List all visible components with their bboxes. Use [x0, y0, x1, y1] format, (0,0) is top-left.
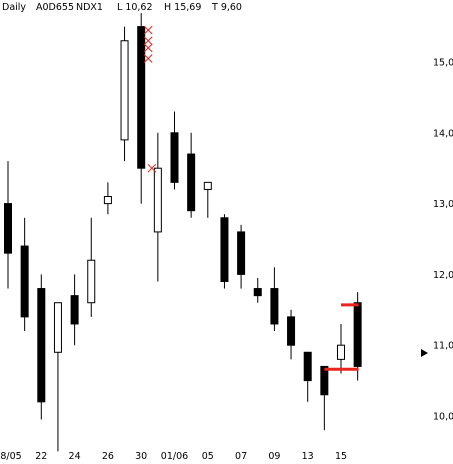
candle — [170, 111, 179, 190]
x-tick-label: 07 — [235, 451, 247, 462]
candle — [237, 224, 246, 289]
candle-body-up — [203, 181, 212, 190]
candle-body-down — [303, 351, 312, 382]
candle — [103, 182, 112, 215]
x-marker-icon — [143, 54, 153, 63]
x-marker-stroke — [143, 25, 153, 35]
x-tick-label: 30 — [135, 451, 147, 462]
candle — [320, 365, 329, 431]
index-label: NDX1 — [76, 2, 103, 13]
chart-header: Daily A0D655 NDX1 L 10,62 H 15,69 T 9,60 — [2, 2, 242, 13]
y-axis: 15,0 14,0 13,0 12,0 11,0 10,0 — [433, 58, 453, 423]
candle-body-down — [220, 217, 229, 282]
x-tick-label: 05 — [202, 451, 214, 462]
candle — [270, 267, 279, 332]
candle-body-down — [20, 245, 29, 318]
x-tick-label: 15 — [335, 451, 347, 462]
candle-body-up — [120, 40, 129, 141]
x-marker-stroke — [147, 163, 157, 173]
y-tick-label: 13,0 — [433, 199, 453, 210]
candle-body-down — [4, 203, 12, 254]
candle-body-down — [320, 365, 329, 396]
x-marker-icon — [143, 36, 153, 46]
candle — [20, 217, 29, 332]
candle-body-down — [70, 295, 79, 325]
candle — [153, 132, 162, 282]
high-label: H 15,69 — [164, 2, 201, 13]
x-tick-label: 13 — [302, 451, 314, 462]
candle — [337, 323, 345, 374]
candle — [70, 274, 79, 346]
candle — [4, 161, 12, 289]
candle — [253, 277, 262, 303]
y-tick-label: 11,0 — [433, 341, 453, 352]
x-tick-label: 26 — [102, 451, 114, 462]
last-label: T 9,60 — [211, 2, 242, 13]
x-tick-label: 24 — [69, 451, 81, 462]
candle-body-up — [337, 344, 345, 360]
last-price-pointer-icon — [421, 349, 428, 357]
candle — [353, 292, 362, 381]
candle-body-down — [170, 132, 179, 183]
x-marker-icon — [143, 25, 153, 35]
period-label: Daily — [2, 2, 26, 13]
candle — [87, 217, 96, 317]
y-tick-label: 10,0 — [433, 412, 453, 423]
x-tick-label: 01/06 — [161, 451, 188, 462]
y-tick-label: 12,0 — [433, 270, 453, 281]
candle — [220, 214, 229, 289]
candle-body-down — [287, 316, 296, 346]
candle-body-down — [187, 153, 196, 212]
candle-body-down — [237, 231, 246, 275]
symbol-label: A0D655 — [36, 2, 74, 13]
x-tick-label: 22 — [35, 451, 47, 462]
candle-body-down — [270, 288, 279, 325]
x-marker-stroke — [143, 54, 153, 63]
y-tick-label: 15,0 — [433, 58, 453, 69]
candle-body-down — [253, 288, 262, 297]
candle-body-up — [103, 196, 112, 205]
candle-body-down — [37, 288, 46, 403]
x-marker-stroke — [143, 36, 153, 46]
x-marker-icon — [143, 43, 153, 53]
low-label: L 10,62 — [117, 2, 153, 13]
x-tick-label: 18/05 — [0, 451, 22, 462]
x-axis: 18/05 22 24 26 30 01/06 05 07 09 13 15 — [0, 451, 347, 462]
x-marker-stroke — [143, 43, 153, 53]
candle-body-down — [137, 26, 146, 169]
x-tick-label: 09 — [268, 451, 280, 462]
candle — [303, 351, 312, 402]
candle — [187, 132, 196, 218]
candle — [137, 13, 146, 204]
x-marker-icon — [147, 163, 157, 173]
candle-body-down — [353, 302, 362, 367]
candle-body-up — [87, 259, 96, 304]
candle — [203, 181, 212, 218]
plot-area — [4, 13, 362, 452]
candle — [37, 274, 46, 420]
candle — [53, 302, 62, 452]
y-tick-label: 14,0 — [433, 128, 453, 139]
candle-body-up — [53, 302, 62, 353]
candle — [120, 26, 129, 162]
candle — [287, 309, 296, 360]
candle-body-up — [153, 167, 162, 233]
